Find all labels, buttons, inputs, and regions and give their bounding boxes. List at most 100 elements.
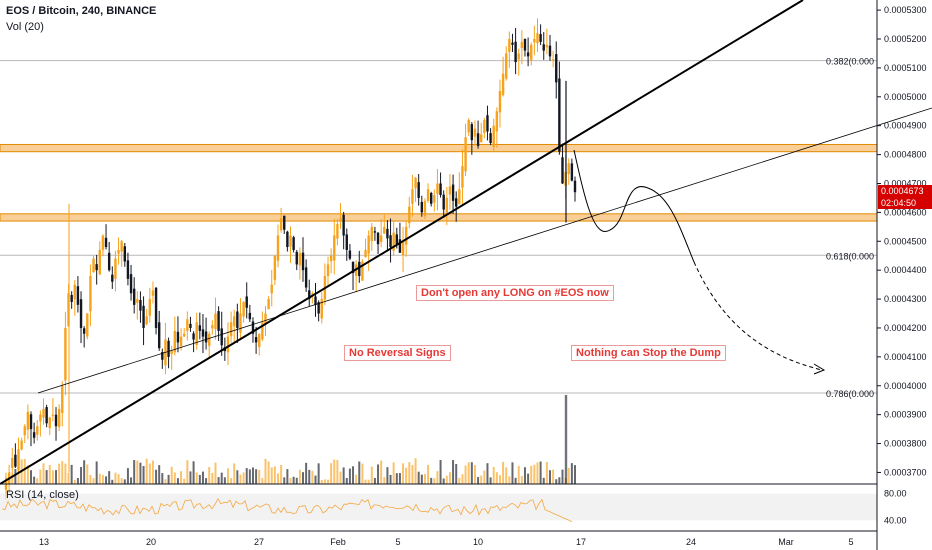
volume-bar <box>395 473 398 484</box>
candle-body <box>92 258 95 273</box>
volume-bar <box>198 474 201 484</box>
volume-bar <box>136 460 139 484</box>
volume-bar <box>205 478 208 484</box>
candle-body <box>489 133 492 144</box>
volume-bar <box>280 465 283 484</box>
annotation-dump: Nothing can Stop the Dump <box>571 345 726 361</box>
volume-bar <box>527 473 530 484</box>
candle-body <box>533 39 536 43</box>
candle-body <box>367 235 370 254</box>
candle-body <box>245 296 248 308</box>
candle-body <box>226 336 230 353</box>
volume-bar <box>445 475 448 484</box>
volume-bar <box>458 477 461 484</box>
candle-body <box>270 284 273 294</box>
volume-bar <box>342 467 345 484</box>
candle-body <box>317 302 320 314</box>
candle-body <box>420 201 424 213</box>
volume-bar <box>45 470 48 484</box>
candle-body <box>445 197 449 214</box>
volume-bar <box>170 466 173 484</box>
volume-bar <box>130 477 133 484</box>
candle-body <box>4 481 8 490</box>
chart-title: EOS / Bitcoin, 240, BINANCE <box>6 5 157 17</box>
candle-body <box>495 111 499 132</box>
candle-body <box>429 193 433 204</box>
volume-bar <box>92 478 95 484</box>
fib-levels: 0.382(0.000 0.618(0.000 0.786(0.000 <box>0 57 877 399</box>
volume-bar <box>339 471 342 484</box>
volume-bar <box>151 460 154 484</box>
candle-body <box>179 336 183 347</box>
volume-bar <box>139 462 142 484</box>
volume-bar <box>276 473 279 484</box>
annotation-no-reversal: No Reversal Signs <box>344 345 451 361</box>
price-tick-label: 0.0004800 <box>884 150 927 160</box>
volume-bar <box>392 462 395 484</box>
volume-bar <box>311 470 314 484</box>
volume-bar <box>536 462 539 484</box>
volume-bar <box>330 463 333 484</box>
volume-bar <box>111 479 114 484</box>
candle-body <box>408 206 411 224</box>
candle-body <box>157 322 161 349</box>
candle-body <box>70 294 73 302</box>
candle-body <box>480 134 483 143</box>
volume-bar <box>236 470 239 484</box>
candle-body <box>229 322 233 337</box>
candle-body <box>186 319 189 331</box>
volume-bar <box>555 479 558 484</box>
candle-body <box>483 119 486 133</box>
volume-bar <box>539 461 542 484</box>
price-tick-label: 0.0005000 <box>884 92 927 102</box>
volume-bar <box>380 460 383 484</box>
volume-bar <box>498 475 501 484</box>
candle-body <box>304 267 308 288</box>
candle-body <box>73 284 76 300</box>
volume-bar <box>502 461 505 484</box>
volume-bar <box>155 469 158 484</box>
candle-body <box>142 305 145 328</box>
volume-bar <box>70 464 73 484</box>
candle-body <box>514 41 517 63</box>
candle-body <box>198 325 202 331</box>
volume-bar <box>514 477 517 484</box>
candle-body <box>423 200 427 217</box>
volume-bar <box>61 461 64 484</box>
candle-body <box>126 260 130 279</box>
volume-bar <box>73 479 76 484</box>
volume-bar <box>273 466 276 484</box>
volume-bar <box>558 477 561 484</box>
candle-body <box>348 250 352 259</box>
candle-body <box>326 264 330 276</box>
candle-body <box>314 296 317 305</box>
volume-bar <box>17 467 20 484</box>
price-tick-label: 0.0003700 <box>884 467 927 477</box>
price-zones <box>0 143 878 222</box>
volume-bar <box>214 462 217 484</box>
volume-bar <box>101 474 104 484</box>
volume-bar <box>355 474 358 484</box>
volume-bar <box>148 463 151 484</box>
candle-body <box>104 237 108 248</box>
candle-body <box>79 299 83 328</box>
candle-body <box>464 137 467 172</box>
candle-body <box>208 333 211 346</box>
volume-bar <box>370 466 373 484</box>
volume-bar <box>33 476 36 484</box>
volume-bar <box>264 458 267 484</box>
candle-body <box>36 426 39 435</box>
volume-bar <box>464 465 467 484</box>
volume-bar <box>208 467 211 484</box>
candle-body <box>386 228 389 239</box>
candle-body <box>261 322 264 340</box>
candle-body <box>89 275 92 312</box>
candle-body <box>217 311 220 331</box>
fib-label: 0.786(0.000 <box>826 389 874 399</box>
candle-body <box>295 251 298 265</box>
candle-body <box>395 234 398 245</box>
candle-body <box>333 235 336 261</box>
candle-body <box>29 414 33 430</box>
candle-body <box>398 239 402 253</box>
